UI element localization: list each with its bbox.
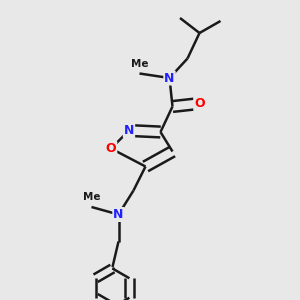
Text: N: N bbox=[164, 71, 175, 85]
Text: O: O bbox=[194, 97, 205, 110]
Text: Me: Me bbox=[83, 193, 100, 202]
Text: N: N bbox=[113, 208, 124, 221]
Text: N: N bbox=[124, 124, 134, 137]
Text: O: O bbox=[106, 142, 116, 155]
Text: Me: Me bbox=[131, 59, 148, 69]
